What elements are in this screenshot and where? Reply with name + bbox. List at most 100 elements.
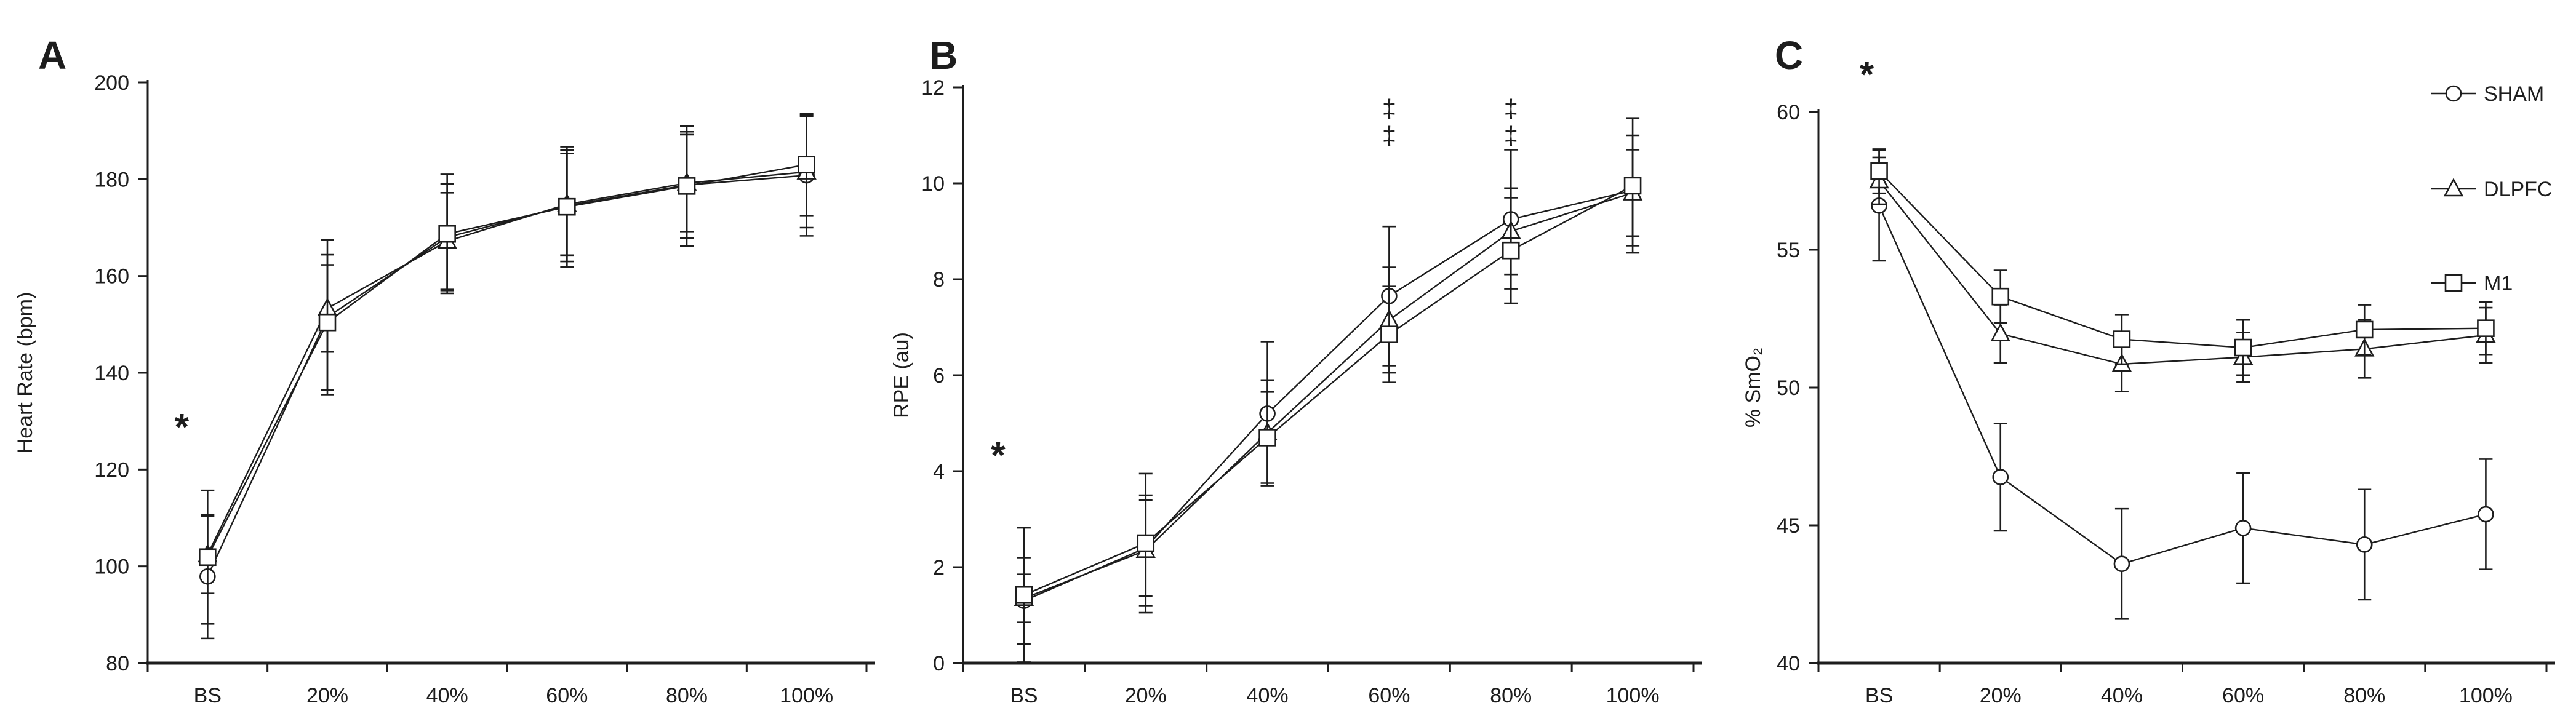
y-tick-label: 12	[921, 76, 945, 100]
y-axis: 80 100 120 140 160 180 200 Heart Rate (bpm)	[14, 71, 149, 675]
square-marker	[1137, 534, 1155, 552]
x-axis: BS 20% 40% 60% 80% 100%	[146, 661, 875, 707]
dagger-annotation: ‡	[1382, 121, 1396, 150]
x-tick-label: 60%	[546, 684, 588, 707]
y-tick-label: 8	[933, 268, 945, 292]
series-m1	[1015, 117, 1642, 663]
series-m1	[199, 113, 815, 625]
series-line	[207, 164, 807, 558]
circle-marker	[2445, 85, 2462, 102]
legend-label: M1	[2484, 272, 2513, 295]
x-tick-label: 60%	[2222, 684, 2264, 707]
x-tick-label: 40%	[426, 684, 468, 707]
square-marker	[2355, 320, 2374, 339]
x-tick-label: 20%	[306, 684, 348, 707]
x-tick-label: BS	[1865, 684, 1893, 707]
legend-item-m1: M1	[2431, 272, 2513, 295]
y-tick-label: 2	[933, 556, 945, 579]
series-line	[1878, 205, 2486, 565]
x-tick-label: 40%	[2101, 684, 2143, 707]
y-axis-title: RPE (au)	[892, 332, 913, 418]
y-tick-label: 4	[933, 460, 945, 483]
y-tick-label: 160	[94, 265, 129, 288]
series-line	[1878, 170, 2486, 349]
dagger-annotation: ‡	[1504, 94, 1518, 123]
square-marker	[2477, 319, 2495, 337]
x-tick-label: BS	[194, 684, 222, 707]
circle-marker	[1992, 469, 2009, 485]
panel-letter: B	[929, 33, 958, 78]
square-marker	[2444, 274, 2463, 292]
x-axis: BS 20% 40% 60% 80% 100%	[962, 661, 1702, 707]
series-dlpfc	[198, 115, 817, 595]
y-tick-label: 0	[933, 652, 945, 675]
square-marker	[1258, 429, 1276, 447]
legend-label: DLPFC	[2484, 178, 2552, 201]
y-tick-label: 200	[94, 71, 129, 95]
series-line	[1878, 180, 2486, 365]
series-line	[1023, 189, 1633, 602]
square-marker	[1502, 241, 1520, 260]
x-tick-label: 20%	[1980, 684, 2022, 707]
y-axis: 0 2 4 6 8 10 12 RPE (au)	[892, 76, 964, 675]
x-tick-label: 40%	[1247, 684, 1289, 707]
square-marker	[318, 313, 337, 332]
series-sham	[1015, 134, 1641, 645]
square-marker	[199, 548, 217, 567]
legend-item-sham: SHAM	[2431, 82, 2544, 106]
series-dlpfc	[1869, 156, 2496, 393]
square-marker	[558, 197, 576, 216]
square-marker	[1380, 325, 1398, 344]
square-marker	[2113, 330, 2131, 348]
square-marker	[798, 156, 815, 174]
square-marker	[1991, 287, 2010, 306]
legend: SHAM DLPFC M1	[2431, 82, 2552, 295]
panel-letter: C	[1775, 33, 1803, 78]
y-tick-label: 120	[94, 458, 129, 482]
x-tick-label: BS	[1010, 684, 1038, 707]
asterisk-annotation: *	[1860, 54, 1874, 95]
circle-marker	[2356, 536, 2373, 553]
y-tick-label: 55	[1777, 239, 1800, 262]
square-marker	[1623, 177, 1642, 195]
y-tick-label: 100	[94, 555, 129, 579]
x-tick-label: 100%	[1606, 684, 1660, 707]
square-marker	[1015, 586, 1033, 604]
x-tick-label: 80%	[2343, 684, 2385, 707]
y-tick-label: 6	[933, 364, 945, 388]
series-m1	[1870, 148, 2495, 376]
x-tick-label: 100%	[2459, 684, 2513, 707]
x-tick-label: 100%	[780, 684, 833, 707]
x-tick-label: 80%	[1490, 684, 1532, 707]
legend-item-dlpfc: DLPFC	[2431, 178, 2552, 201]
y-axis-title: Heart Rate (bpm)	[14, 292, 37, 454]
asterisk-annotation: *	[175, 407, 190, 448]
legend-label: SHAM	[2484, 82, 2544, 106]
series-sham	[1871, 149, 2494, 620]
panel-a-chart: A 80 100 120 140 160 180 200 Heart Rate (bpm) BS 2…	[14, 33, 875, 707]
circle-marker	[2478, 506, 2494, 523]
series-line	[1023, 192, 1633, 599]
asterisk-annotation: *	[991, 435, 1006, 476]
square-marker	[1870, 162, 1888, 180]
dagger-annotation: ‡	[1504, 121, 1518, 150]
series-line	[207, 171, 807, 555]
series-line	[1023, 185, 1633, 596]
panel-a: A 80 100 120 140 160 180 200 Heart Rate (bpm) BS 2…	[0, 0, 892, 724]
panel-c: C 40 45 50 55 60 % SmO₂ BS 20% 40% 60% 80% 100% * SHAM…	[1723, 0, 2576, 724]
y-axis: 40 45 50 55 60 % SmO₂	[1742, 101, 1820, 675]
square-marker	[2234, 338, 2252, 357]
y-axis-title: % SmO₂	[1742, 348, 1765, 428]
y-tick-label: 140	[94, 362, 129, 385]
square-marker	[438, 225, 456, 243]
y-tick-label: 60	[1777, 101, 1800, 124]
y-tick-label: 45	[1777, 514, 1800, 538]
series-sham	[199, 114, 815, 640]
y-tick-label: 50	[1777, 376, 1800, 400]
square-marker	[678, 177, 696, 195]
panel-letter: A	[38, 33, 66, 78]
dagger-annotation: ‡	[1382, 94, 1396, 123]
triangle-marker	[1990, 322, 2010, 341]
